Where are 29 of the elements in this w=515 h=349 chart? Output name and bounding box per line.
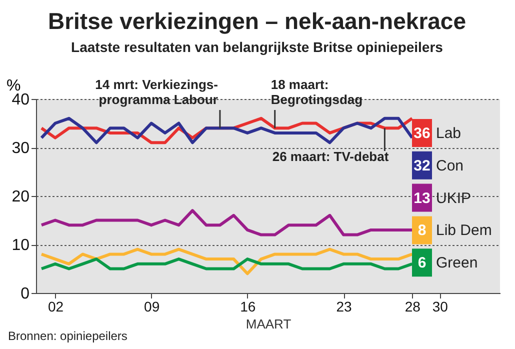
x-tick-label: 28 (404, 298, 421, 314)
legend-label: Green (436, 254, 478, 272)
x-tick-label: 09 (144, 298, 160, 314)
annotation: 26 maart: TV-debat (272, 149, 390, 164)
x-tick-label: 16 (240, 298, 256, 314)
data-label: 6 (418, 254, 426, 272)
y-axis-title: % (6, 78, 21, 94)
data-label: 32 (414, 157, 430, 174)
annotation: 14 mrt: Verkiezings- programma Labour (95, 77, 218, 107)
y-tick-label: 40 (12, 92, 30, 108)
x-tick-label: 02 (48, 298, 64, 314)
data-label: 36 (414, 125, 430, 142)
chart-title: Britse verkiezingen – nek-aan-nekrace (48, 8, 466, 34)
data-label: 13 (414, 190, 430, 207)
x-axis-title: MAART (246, 316, 292, 332)
legend-label: Lib Dem (436, 222, 492, 240)
annotation: 18 maart: Begrotingsdag (270, 77, 363, 107)
x-tick-label: 30 (432, 298, 448, 314)
legend-label: Lab (436, 125, 462, 142)
data-label: 8 (418, 222, 426, 240)
y-tick-label: 30 (12, 140, 30, 157)
x-tick-label: 23 (336, 298, 352, 314)
text: Bronnen: opiniepeilers (8, 329, 128, 343)
y-tick-label: 10 (12, 237, 30, 254)
legend-label: UKIP (436, 190, 472, 207)
y-tick-label: 0 (20, 286, 30, 302)
chart-subtitle: Laatste resultaten van belangrijkste Britse opiniepeilers (71, 39, 444, 55)
y-tick-label: 20 (12, 188, 30, 206)
legend-label: Con (436, 157, 464, 174)
